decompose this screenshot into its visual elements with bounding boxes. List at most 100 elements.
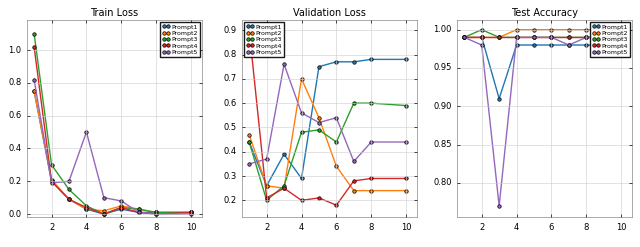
Prompt4 <box>367 177 375 180</box>
Legend: Prompt1, Prompt2, Prompt3, Prompt4, Prompt5: Prompt1, Prompt2, Prompt3, Prompt4, Prom… <box>160 22 200 57</box>
Prompt1 <box>530 43 538 46</box>
Prompt1 <box>280 153 288 156</box>
Prompt4 <box>565 36 573 39</box>
Prompt5 <box>280 63 288 66</box>
Prompt5 <box>403 141 410 144</box>
Line: Prompt1: Prompt1 <box>248 58 408 187</box>
Prompt5 <box>582 36 590 39</box>
Prompt5 <box>333 116 340 119</box>
Prompt3 <box>48 163 56 166</box>
Prompt2 <box>65 198 73 201</box>
Prompt1 <box>548 43 556 46</box>
Prompt4 <box>513 36 520 39</box>
Prompt2 <box>280 187 288 190</box>
Prompt2 <box>513 28 520 31</box>
Prompt2 <box>48 178 56 181</box>
Prompt3 <box>280 184 288 187</box>
Prompt1 <box>478 36 486 39</box>
Prompt2 <box>315 116 323 119</box>
Prompt2 <box>30 90 38 93</box>
Prompt2 <box>298 77 305 80</box>
Prompt2 <box>460 36 468 39</box>
Prompt1 <box>83 208 90 211</box>
Prompt1 <box>513 43 520 46</box>
Prompt3 <box>83 205 90 207</box>
Prompt3 <box>100 213 108 216</box>
Prompt3 <box>245 141 253 144</box>
Prompt1 <box>118 208 125 211</box>
Prompt3 <box>315 128 323 131</box>
Prompt2 <box>530 28 538 31</box>
Line: Prompt4: Prompt4 <box>248 28 408 207</box>
Prompt3 <box>187 211 195 214</box>
Prompt1 <box>367 58 375 61</box>
Line: Prompt5: Prompt5 <box>33 78 193 216</box>
Prompt2 <box>187 211 195 214</box>
Prompt5 <box>118 200 125 203</box>
Prompt5 <box>495 204 503 207</box>
Prompt2 <box>582 28 590 31</box>
Prompt2 <box>83 208 90 211</box>
Prompt5 <box>263 158 271 161</box>
Prompt5 <box>460 36 468 39</box>
Prompt1 <box>495 97 503 100</box>
Prompt3 <box>367 102 375 105</box>
Prompt3 <box>565 36 573 39</box>
Prompt3 <box>403 104 410 107</box>
Prompt3 <box>30 32 38 35</box>
Line: Prompt2: Prompt2 <box>463 28 623 39</box>
Prompt2 <box>100 209 108 212</box>
Prompt1 <box>48 180 56 183</box>
Prompt4 <box>100 213 108 216</box>
Prompt4 <box>495 36 503 39</box>
Prompt4 <box>478 36 486 39</box>
Prompt5 <box>65 180 73 183</box>
Prompt3 <box>350 102 358 105</box>
Line: Prompt1: Prompt1 <box>463 36 623 100</box>
Prompt1 <box>315 65 323 68</box>
Prompt5 <box>48 182 56 185</box>
Prompt5 <box>245 163 253 165</box>
Prompt5 <box>367 141 375 144</box>
Prompt3 <box>495 36 503 39</box>
Prompt1 <box>135 211 143 214</box>
Title: Test Accuracy: Test Accuracy <box>511 8 578 18</box>
Prompt5 <box>565 43 573 46</box>
Prompt3 <box>152 211 160 214</box>
Prompt5 <box>548 36 556 39</box>
Prompt2 <box>565 28 573 31</box>
Prompt2 <box>350 189 358 192</box>
Prompt4 <box>548 36 556 39</box>
Prompt2 <box>478 36 486 39</box>
Legend: Prompt1, Prompt2, Prompt3, Prompt4, Prompt5: Prompt1, Prompt2, Prompt3, Prompt4, Prom… <box>244 22 284 57</box>
Prompt3 <box>460 36 468 39</box>
Prompt2 <box>548 28 556 31</box>
Prompt1 <box>582 43 590 46</box>
Line: Prompt3: Prompt3 <box>33 32 193 216</box>
Prompt2 <box>152 211 160 214</box>
Prompt1 <box>403 58 410 61</box>
Prompt2 <box>495 36 503 39</box>
Prompt5 <box>530 36 538 39</box>
Prompt3 <box>618 36 625 39</box>
Prompt2 <box>333 165 340 168</box>
Line: Prompt5: Prompt5 <box>248 62 408 166</box>
Prompt5 <box>513 36 520 39</box>
Line: Prompt2: Prompt2 <box>33 89 193 214</box>
Prompt2 <box>618 28 625 31</box>
Line: Prompt4: Prompt4 <box>33 45 193 216</box>
Prompt4 <box>48 180 56 183</box>
Prompt4 <box>460 36 468 39</box>
Prompt2 <box>118 205 125 207</box>
Prompt5 <box>298 111 305 114</box>
Line: Prompt3: Prompt3 <box>248 102 408 202</box>
Prompt4 <box>83 206 90 209</box>
Prompt1 <box>30 90 38 93</box>
Prompt5 <box>350 160 358 163</box>
Prompt3 <box>333 141 340 144</box>
Prompt1 <box>565 43 573 46</box>
Prompt1 <box>350 60 358 63</box>
Line: Prompt1: Prompt1 <box>33 89 193 216</box>
Title: Validation Loss: Validation Loss <box>293 8 366 18</box>
Line: Prompt5: Prompt5 <box>463 36 623 208</box>
